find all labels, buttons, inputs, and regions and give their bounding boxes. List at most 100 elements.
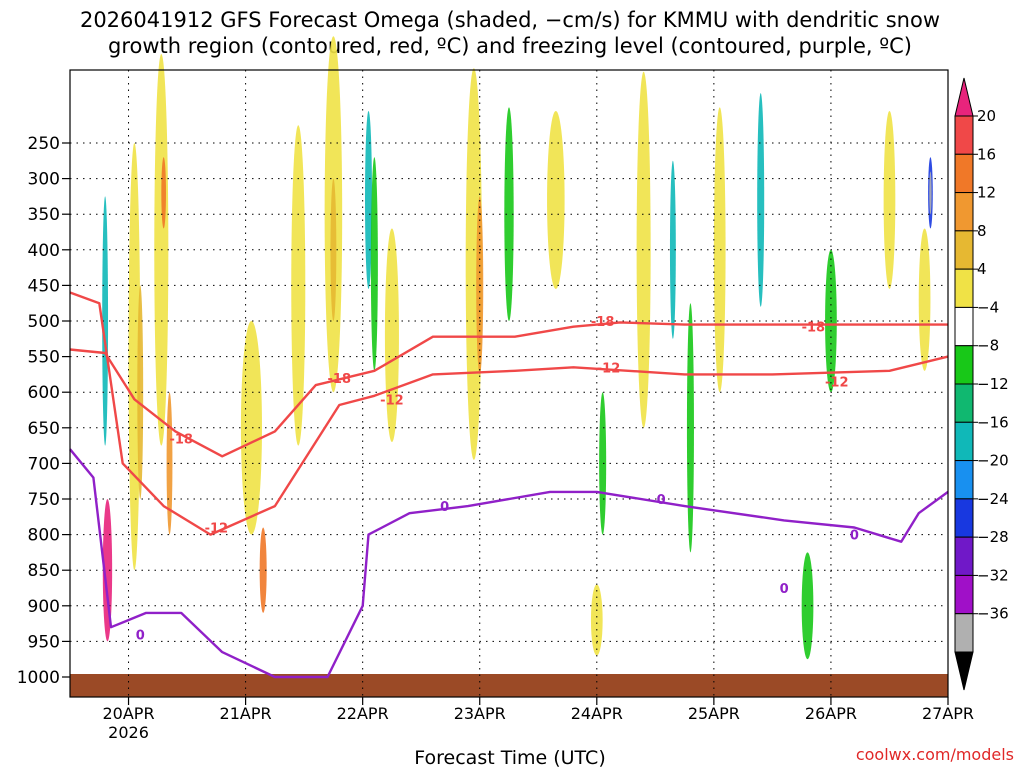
colorbar-segment bbox=[954, 345, 974, 385]
omega-blob bbox=[713, 107, 726, 393]
colorbar-bottom-arrow bbox=[954, 651, 974, 691]
colorbar-segment bbox=[954, 574, 974, 615]
y-tick-label: 300 bbox=[28, 170, 60, 190]
contour-label: 0 bbox=[136, 628, 145, 643]
colorbar-segment bbox=[954, 153, 974, 194]
plot-frame bbox=[69, 69, 949, 698]
omega-blob bbox=[757, 93, 765, 307]
omega-blob bbox=[686, 303, 694, 553]
contour-label: -18 bbox=[328, 372, 352, 387]
colorbar-segment bbox=[954, 268, 974, 308]
omega-blob bbox=[801, 552, 814, 660]
omega-blob bbox=[166, 392, 173, 535]
omega-blob bbox=[547, 110, 565, 289]
omega-blob bbox=[384, 228, 399, 443]
omega-blob bbox=[504, 107, 514, 321]
y-tick-label: 350 bbox=[28, 205, 60, 225]
omega-blob bbox=[161, 157, 166, 229]
colorbar-segment bbox=[954, 192, 974, 232]
omega-blob bbox=[929, 171, 932, 215]
contour-labels: -18 -18 -18 -18 -12 -12 -12 -12 0 0 0 0 0 bbox=[136, 315, 859, 643]
omega-blob bbox=[128, 143, 141, 571]
omega-blob bbox=[365, 110, 373, 289]
colorbar-label: −36 bbox=[977, 605, 1009, 623]
contour-label: -12 bbox=[380, 393, 404, 408]
colorbar-label: −8 bbox=[977, 337, 999, 355]
credit-text: coolwx.com/models bbox=[856, 745, 1014, 764]
x-tick-label: 25APR bbox=[688, 704, 740, 723]
contour-label: 0 bbox=[657, 493, 666, 508]
plot-area: -18 -18 -18 -18 -12 -12 -12 -12 0 0 0 0 0 bbox=[69, 36, 949, 698]
colorbar-label: 16 bbox=[977, 145, 996, 163]
omega-blob bbox=[240, 321, 262, 535]
omega-blob bbox=[599, 392, 607, 535]
y-tick-label: 950 bbox=[28, 632, 60, 652]
colorbar-label: 12 bbox=[977, 184, 996, 202]
colorbar-segment bbox=[954, 115, 974, 155]
colorbar-segment bbox=[954, 536, 974, 576]
contour-label: 0 bbox=[780, 582, 789, 597]
y-tick-label: 800 bbox=[28, 526, 60, 546]
colorbar-segment bbox=[954, 460, 974, 500]
chart-title-line2: growth region (contoured, red, ºC) and f… bbox=[108, 34, 912, 58]
y-tick-label: 650 bbox=[28, 419, 60, 439]
y-tick-label: 400 bbox=[28, 241, 60, 261]
colorbar-label: −28 bbox=[977, 528, 1009, 546]
omega-blob bbox=[918, 228, 931, 371]
x-tick-label: 20APR bbox=[102, 704, 154, 723]
colorbar-label: −32 bbox=[977, 566, 1009, 584]
x-tick-label: 21APR bbox=[220, 704, 272, 723]
x-tick-label: 26APR bbox=[805, 704, 857, 723]
omega-blob bbox=[669, 160, 676, 339]
omega-blob bbox=[330, 178, 337, 321]
colorbar-top-arrow bbox=[954, 77, 974, 117]
omega-blob bbox=[137, 285, 144, 500]
colorbar-label: 20 bbox=[977, 107, 996, 125]
colorbar-label: 4 bbox=[977, 260, 987, 278]
y-tick-label: 450 bbox=[28, 276, 60, 296]
colorbar-segment bbox=[954, 383, 974, 423]
colorbar-label: −4 bbox=[977, 298, 999, 316]
contour-label: 0 bbox=[440, 500, 449, 515]
colorbar-label: −24 bbox=[977, 490, 1009, 508]
omega-blob bbox=[370, 157, 378, 371]
contour-label: -12 bbox=[825, 376, 849, 391]
x-tick-label: 23APR bbox=[454, 704, 506, 723]
x-tick-label: 24APR bbox=[571, 704, 623, 723]
contour-label: -18 bbox=[591, 315, 615, 330]
contour-label: 0 bbox=[850, 529, 859, 544]
contour-label: -18 bbox=[802, 321, 826, 336]
colorbar-segment bbox=[954, 421, 974, 462]
x-tick-label: 22APR bbox=[337, 704, 389, 723]
contour-label: -18 bbox=[169, 432, 193, 447]
y-tick-label: 700 bbox=[28, 454, 60, 474]
chart-title-line1: 2026041912 GFS Forecast Omega (shaded, −… bbox=[80, 8, 940, 32]
x-tick-sublabel: 2026 bbox=[108, 723, 149, 742]
ground-band bbox=[70, 674, 948, 697]
contour-label: -12 bbox=[597, 361, 621, 376]
y-axis: 250 300 350 400 450 500 550 600 650 700 750 800 850 9… bbox=[17, 134, 70, 688]
colorbar-segment bbox=[954, 498, 974, 538]
colorbar-label: −12 bbox=[977, 375, 1009, 393]
colorbar-label: −20 bbox=[977, 452, 1009, 470]
omega-blob bbox=[102, 196, 109, 446]
colorbar: 20 16 12 8 4 −4 −8 −12 −16 −20 −24 −28 −32 −36 bbox=[954, 77, 1009, 691]
temperature-contours bbox=[69, 291, 949, 679]
y-tick-label: 850 bbox=[28, 561, 60, 581]
contour-line bbox=[69, 448, 949, 679]
omega-blob bbox=[259, 527, 267, 613]
colorbar-label: −16 bbox=[977, 413, 1009, 431]
omega-blob bbox=[883, 110, 896, 289]
x-tick-label: 27APR bbox=[922, 704, 974, 723]
y-tick-label: 1000 bbox=[17, 668, 60, 688]
y-tick-label: 900 bbox=[28, 597, 60, 617]
omega-blob bbox=[636, 71, 651, 428]
x-axis-label: Forecast Time (UTC) bbox=[414, 747, 605, 768]
contour-line bbox=[69, 321, 948, 458]
omega-blob bbox=[590, 584, 603, 656]
colorbar-segment bbox=[954, 306, 974, 347]
colorbar-label: 8 bbox=[977, 222, 987, 240]
contour-label: -12 bbox=[205, 521, 229, 536]
